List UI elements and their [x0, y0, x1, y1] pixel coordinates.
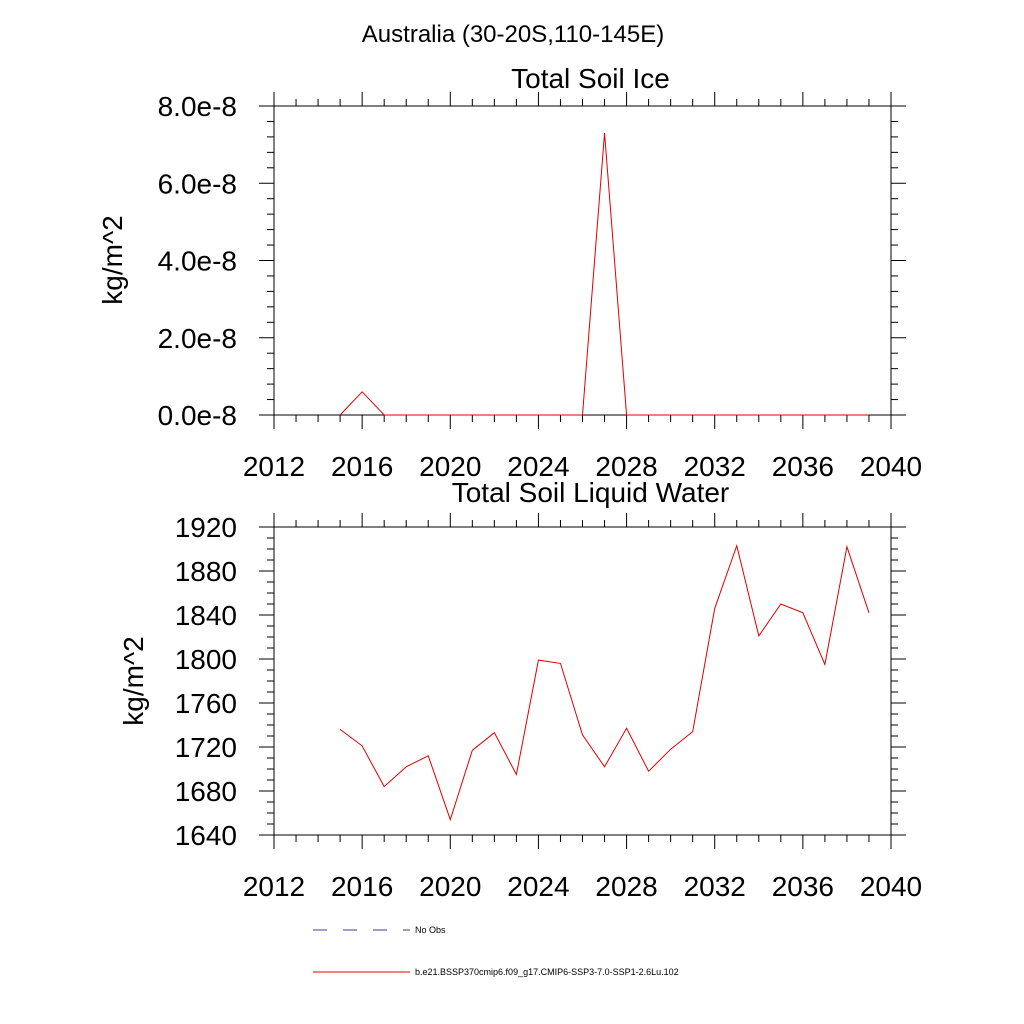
- plot-frame: [273, 105, 892, 416]
- y-tick-label: 8.0e-8: [158, 91, 237, 122]
- x-tick-label: 2020: [419, 451, 481, 482]
- figure-title: Australia (30-20S,110-145E): [362, 21, 664, 48]
- y-axis-label: kg/m^2: [118, 636, 149, 725]
- x-tick-label: 2028: [595, 871, 657, 902]
- x-tick-label: 2040: [860, 451, 922, 482]
- plot-frame: [273, 526, 892, 836]
- y-tick-label: 1800: [175, 644, 237, 675]
- y-tick-label: 1920: [175, 512, 237, 543]
- x-tick-label: 2028: [595, 451, 657, 482]
- x-tick-label: 2032: [684, 871, 746, 902]
- panel-title: Total Soil Liquid Water: [452, 477, 730, 508]
- legend-label-model-run: b.e21.BSSP370cmip6.f09_g17.CMIP6-SSP3-7.…: [415, 967, 679, 977]
- panel-title: Total Soil Ice: [511, 63, 670, 94]
- y-tick-label: 1880: [175, 556, 237, 587]
- y-tick-label: 1760: [175, 688, 237, 719]
- y-tick-label: 1680: [175, 776, 237, 807]
- y-axis-label: kg/m^2: [97, 215, 128, 304]
- y-tick-label: 0.0e-8: [158, 400, 237, 431]
- y-tick-label: 6.0e-8: [158, 168, 237, 199]
- y-tick-label: 1840: [175, 600, 237, 631]
- x-tick-label: 2036: [772, 451, 834, 482]
- series-line-0: [339, 543, 870, 822]
- y-tick-label: 1720: [175, 732, 237, 763]
- x-tick-label: 2036: [772, 871, 834, 902]
- legend-label-no-obs: No Obs: [415, 925, 446, 935]
- y-tick-label: 1640: [175, 820, 237, 851]
- x-tick-label: 2032: [684, 451, 746, 482]
- x-tick-label: 2024: [507, 451, 569, 482]
- chart-panel-soil-liquid-water: Total Soil Liquid Water kg/m^2 2012 2016 202…: [118, 477, 922, 902]
- x-tick-label: 2016: [331, 871, 393, 902]
- y-tick-label: 4.0e-8: [158, 246, 237, 277]
- x-tick-label: 2024: [507, 871, 569, 902]
- x-tick-label: 2012: [243, 451, 305, 482]
- chart-panel-soil-ice: Total Soil Ice kg/m^2 2012 2016 2020 2024 2028…: [97, 63, 922, 482]
- legend: No Obs b.e21.BSSP370cmip6.f09_g17.CMIP6-…: [313, 925, 679, 977]
- x-tick-label: 2020: [419, 871, 481, 902]
- x-tick-label: 2012: [243, 871, 305, 902]
- series-line-0: [339, 133, 869, 416]
- x-tick-label: 2040: [860, 871, 922, 902]
- y-tick-label: 2.0e-8: [158, 323, 237, 354]
- x-tick-label: 2016: [331, 451, 393, 482]
